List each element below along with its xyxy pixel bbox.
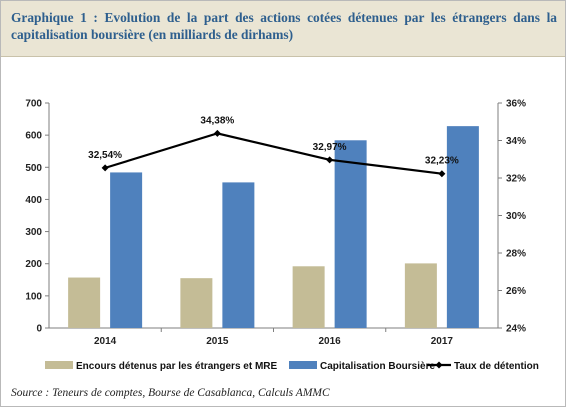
rate-line: [104, 132, 443, 175]
legend: Encours détenus par les étrangers et MRE…: [45, 361, 539, 372]
bar-capitalisation: [222, 182, 255, 328]
rate-marker: [213, 129, 221, 137]
x-tick-label: 2015: [206, 336, 229, 347]
bar-encours: [68, 277, 101, 328]
left-tick-label: 100: [25, 291, 42, 302]
legend-label-encours: Encours détenus par les étrangers et MRE: [76, 361, 278, 372]
legend-label-capitalisation: Capitalisation Boursière: [320, 361, 435, 372]
right-tick-label: 28%: [506, 249, 526, 260]
rate-marker: [326, 156, 334, 164]
bar-encours: [404, 263, 437, 328]
legend-swatch-capitalisation: [289, 361, 317, 369]
rate-data-label: 32,23%: [425, 156, 459, 167]
rate-marker: [438, 170, 446, 178]
bar-capitalisation: [334, 140, 367, 328]
legend-marker-taux: [435, 361, 443, 369]
rate-line-layer: 32,54% 34,38% 32,97% 32,23%: [88, 115, 459, 178]
x-tick-label: 2016: [319, 336, 342, 347]
title-box: Graphique 1 : Evolution de la part des a…: [1, 1, 565, 57]
bar-capitalisation: [446, 126, 479, 329]
legend-label-taux: Taux de détention: [454, 361, 539, 372]
left-tick-label: 0: [36, 324, 42, 335]
left-tick-label: 700: [25, 99, 42, 110]
right-tick-label: 34%: [506, 136, 526, 147]
bar-encours: [292, 266, 325, 328]
source-note: Source : Teneurs de comptes, Bourse de C…: [11, 387, 330, 399]
left-tick-label: 600: [25, 131, 42, 142]
left-axis-ticks: 0 100 200 300 400 500 600 700: [25, 99, 49, 335]
left-tick-label: 500: [25, 163, 42, 174]
chart-title: Graphique 1 : Evolution de la part des a…: [11, 10, 557, 42]
x-tick-label: 2014: [94, 336, 117, 347]
right-axis-ticks: 24% 26% 28% 30% 32% 34% 36%: [498, 99, 526, 335]
right-tick-label: 30%: [506, 211, 526, 222]
rate-data-label: 34,38%: [200, 115, 234, 126]
rate-marker: [101, 164, 109, 172]
bar-encours: [180, 278, 213, 328]
right-tick-label: 26%: [506, 286, 526, 297]
right-tick-label: 32%: [506, 174, 526, 185]
right-tick-label: 24%: [506, 324, 526, 335]
left-tick-label: 200: [25, 259, 42, 270]
rate-data-label: 32,54%: [88, 150, 122, 161]
right-tick-label: 36%: [506, 99, 526, 110]
left-tick-label: 400: [25, 195, 42, 206]
left-tick-label: 300: [25, 227, 42, 238]
x-axis-ticks: 2014 2015 2016 2017: [94, 328, 453, 347]
bars: [68, 126, 479, 329]
x-tick-label: 2017: [431, 336, 454, 347]
bar-capitalisation: [110, 172, 143, 328]
legend-swatch-encours: [45, 361, 73, 369]
rate-data-label: 32,97%: [313, 142, 347, 153]
